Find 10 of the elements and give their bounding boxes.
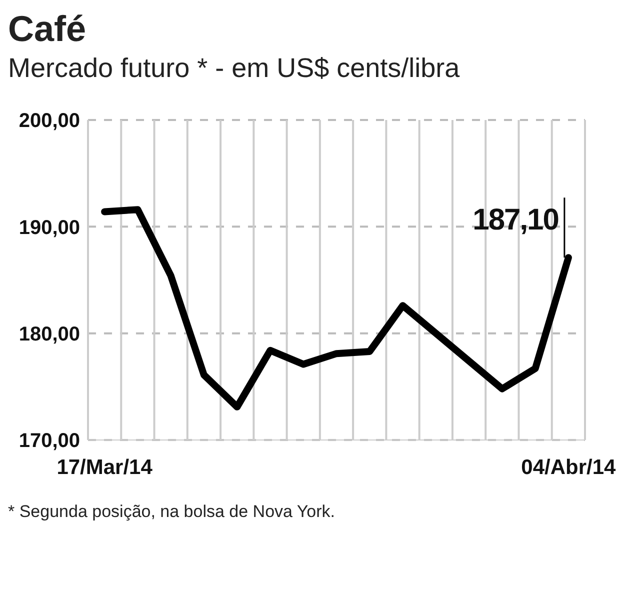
text: * Segunda posição, na bolsa de Nova York.	[8, 502, 336, 522]
chart-title: Café	[8, 8, 88, 50]
annotation: 187,10	[472, 204, 559, 237]
y-tick-label: 170,00	[18, 430, 80, 452]
y-tick-label: 200,00	[18, 110, 80, 132]
y-tick-label: 190,00	[18, 216, 80, 239]
x-tick-label: 04/Abr/14	[521, 456, 616, 479]
x-tick-label: 17/Mar/14	[56, 456, 153, 479]
chart-subtitle: Mercado futuro * - em US$ cents/libra	[8, 52, 461, 85]
y-tick-label: 180,00	[18, 323, 80, 346]
